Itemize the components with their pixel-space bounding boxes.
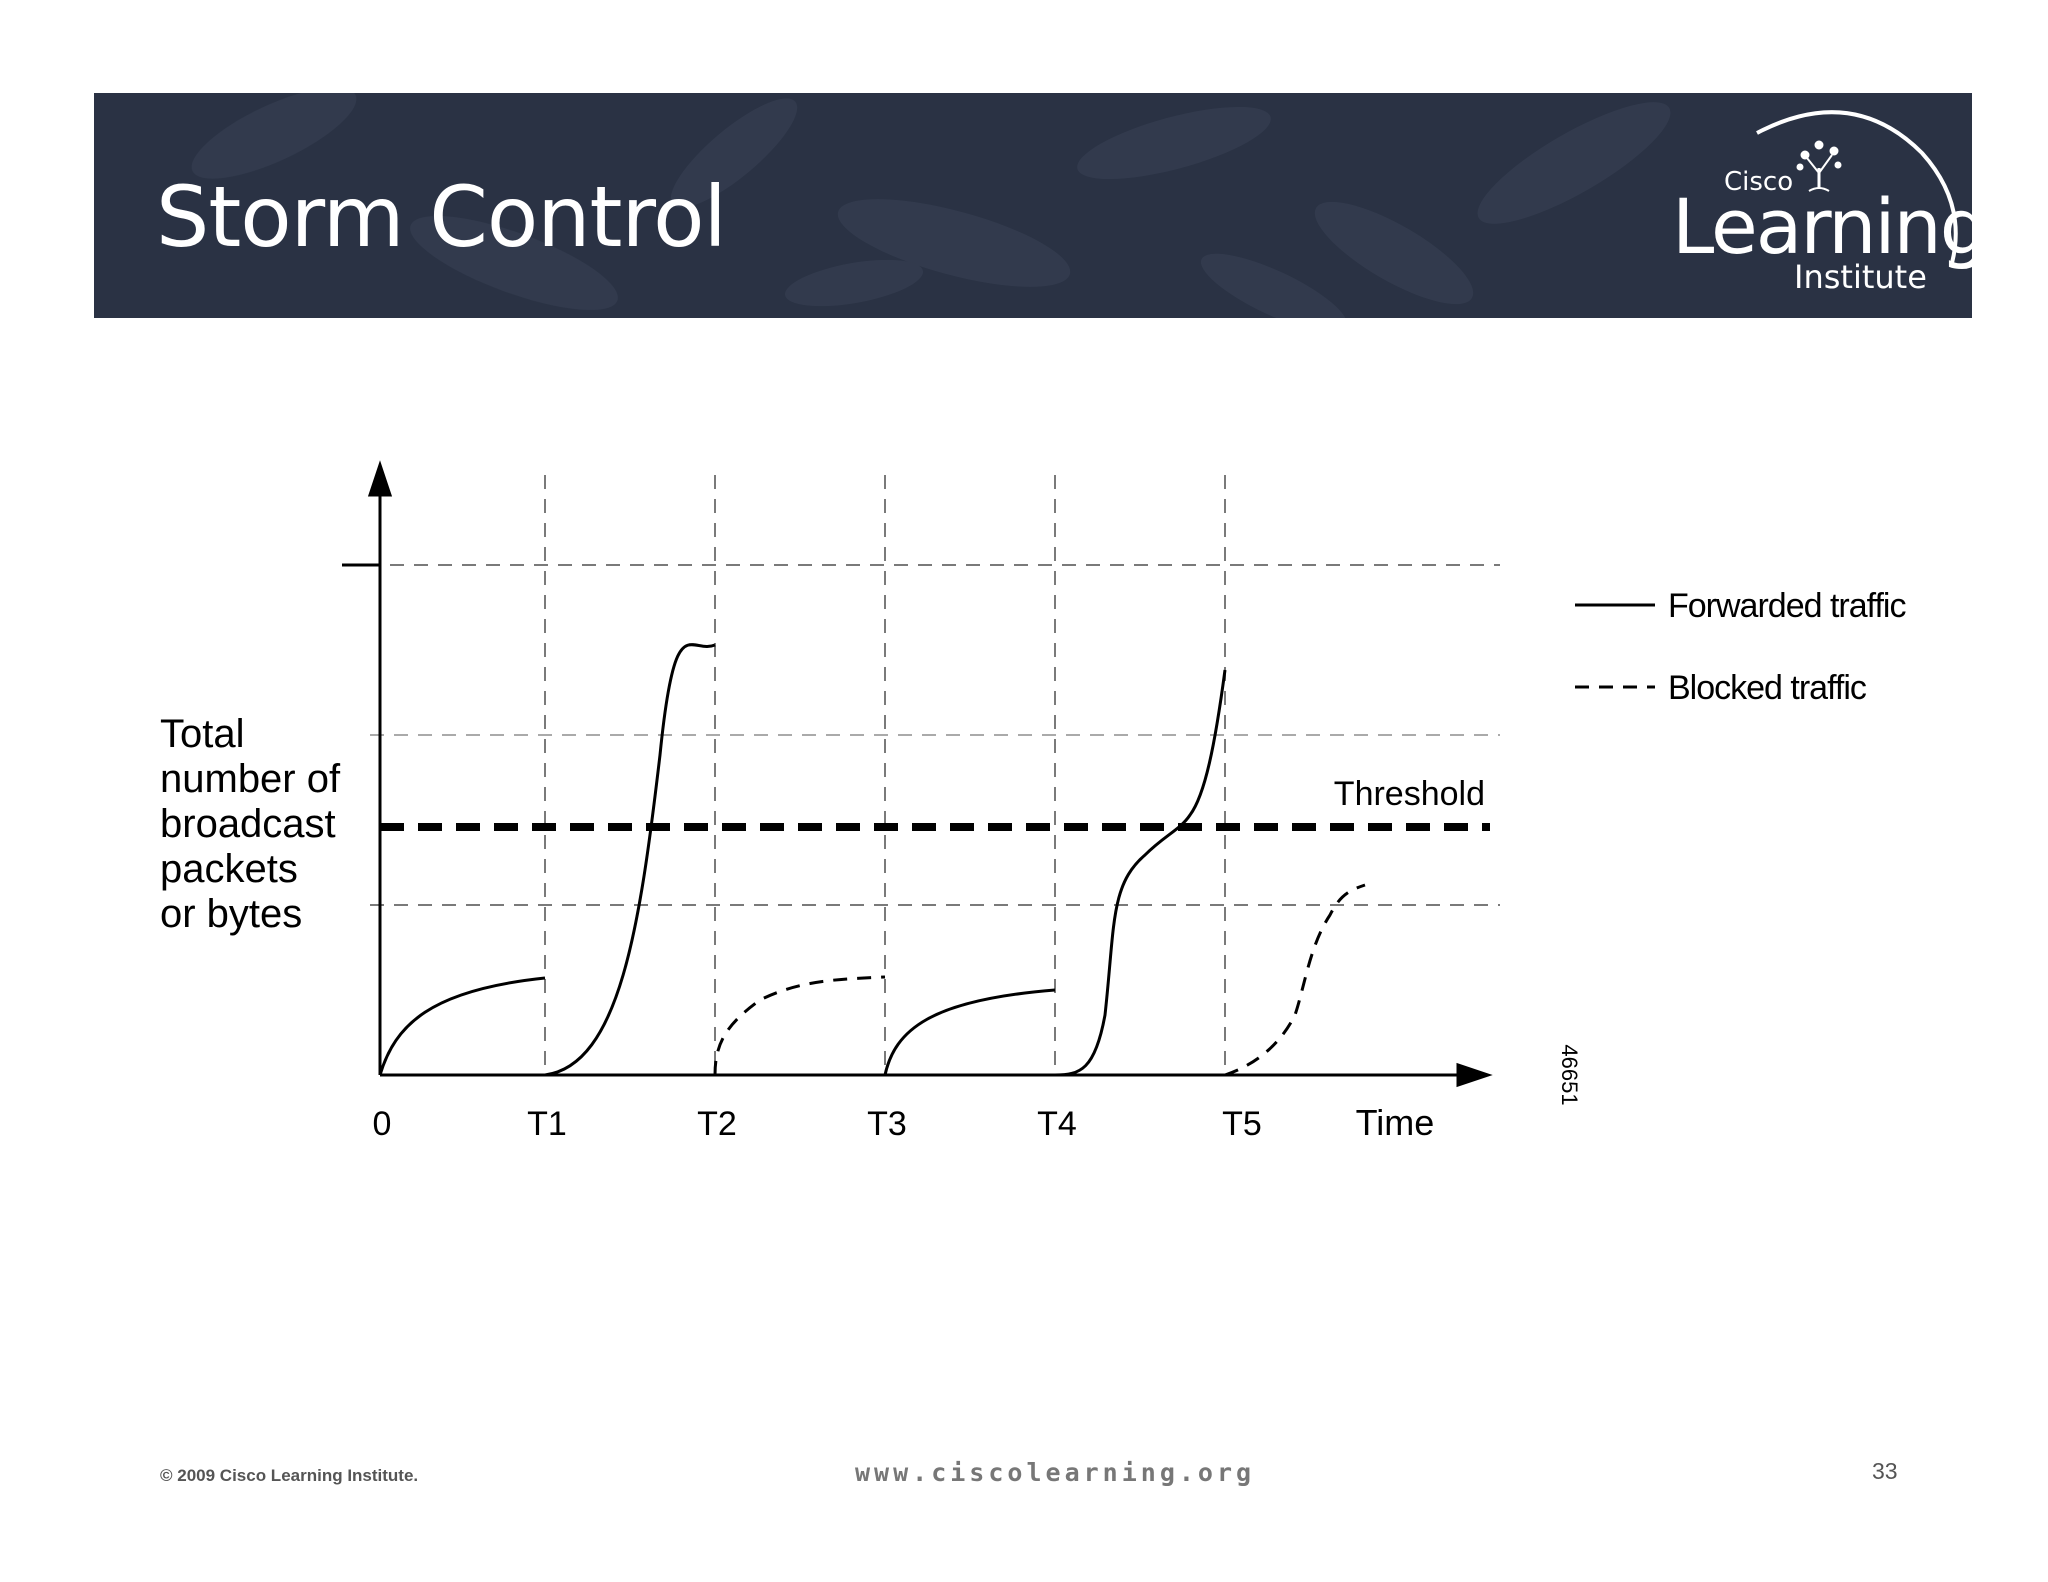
slide-page-number: 33 (1872, 1458, 1898, 1484)
forwarded-traffic-curve (378, 976, 546, 1076)
slide-title: Storm Control (156, 168, 727, 266)
forwarded-traffic-curve (883, 988, 1056, 1076)
y-axis-label: Total number of broadcast packets or byt… (160, 712, 380, 937)
x-tick-labels: 0 T1 T2 T3 T4 T5 (373, 1105, 1262, 1143)
logo-brand-sub: Institute (1794, 258, 1927, 296)
tree-icon (1796, 140, 1842, 192)
y-axis-label-line: or bytes (160, 892, 303, 936)
x-tick-label: T1 (527, 1105, 567, 1143)
cisco-learning-logo: Cisco Learning Institute (1672, 110, 1972, 296)
x-axis-arrow (1456, 1062, 1493, 1088)
x-axis-label: Time (1356, 1102, 1435, 1143)
forwarded-traffic-curve (1054, 669, 1227, 1077)
leaf-texture-background (191, 93, 1671, 318)
y-axis-label-line: packets (160, 847, 298, 891)
x-tick-label: T5 (1222, 1105, 1262, 1143)
logo-brand-small: Cisco (1724, 167, 1793, 197)
legend: Forwarded traffic Blocked traffic (1575, 587, 1907, 707)
legend-label-blocked: Blocked traffic (1668, 669, 1867, 707)
y-axis-label-line: number of (160, 757, 341, 801)
x-tick-label: T3 (867, 1105, 907, 1143)
footer-copyright: © 2009 Cisco Learning Institute. (160, 1466, 419, 1485)
x-tick-label: 0 (373, 1105, 392, 1143)
x-tick-label: T4 (1037, 1105, 1077, 1143)
logo-brand-main: Learning (1672, 182, 1972, 271)
figure-id: 46651 (1557, 1044, 1582, 1105)
blocked-traffic-curve (713, 975, 886, 1076)
blocked-traffic-curve (1224, 883, 1366, 1077)
y-axis-label-line: Total (160, 712, 245, 756)
storm-control-diagram: Threshold 0 T1 T2 T3 T4 T5 Time 46651 Fo… (342, 460, 1907, 1143)
axes (342, 460, 1493, 1088)
legend-label-forwarded: Forwarded traffic (1668, 587, 1906, 625)
slide-header: Storm Control Cisco Learning Institute (94, 93, 1972, 318)
traffic-curves (378, 643, 1366, 1077)
y-axis-arrow (367, 460, 393, 497)
x-tick-label: T2 (697, 1105, 737, 1143)
footer-url: www.ciscolearning.org (855, 1458, 1256, 1487)
threshold-label: Threshold (1334, 775, 1485, 813)
y-axis-label-line: broadcast (160, 802, 336, 846)
grid (342, 475, 1500, 1075)
forwarded-traffic-curve (544, 643, 716, 1077)
